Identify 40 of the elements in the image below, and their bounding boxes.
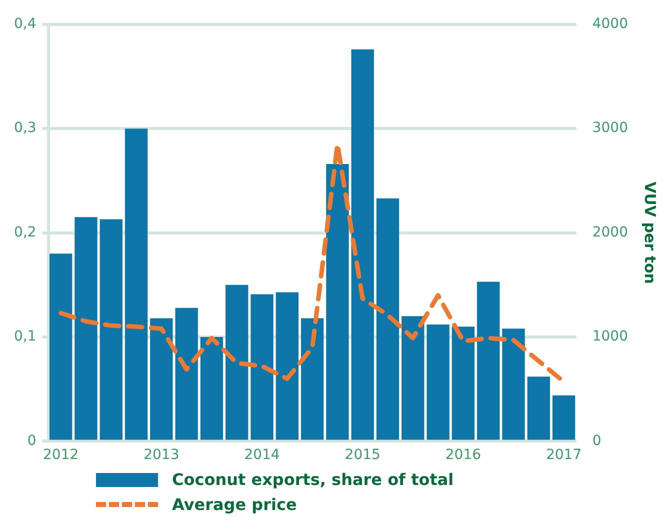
y-tick-label: 0,4 <box>14 16 36 32</box>
bar <box>200 337 224 440</box>
x-tick-label: 2017 <box>546 447 582 464</box>
y-tick-label: 0 <box>27 432 36 449</box>
bar <box>552 395 576 440</box>
bar <box>74 217 98 440</box>
y2-axis-title: VUV per ton <box>641 182 660 284</box>
bar <box>124 128 148 440</box>
bar <box>477 282 500 440</box>
bar <box>100 219 122 440</box>
x-tick-label: 2014 <box>244 447 280 464</box>
bar <box>175 308 198 440</box>
bar <box>150 318 173 440</box>
y-tick-label: 0,1 <box>14 328 36 345</box>
y2-tick-label: 3000 <box>592 120 628 136</box>
legend-label: Coconut exports, share of total <box>172 470 454 489</box>
bar <box>351 49 374 440</box>
legend-label: Average price <box>172 495 297 514</box>
bar <box>402 316 424 440</box>
bar <box>276 292 299 440</box>
y2-tick-label: 0 <box>592 432 602 449</box>
y2-tick-label: 4000 <box>592 16 628 32</box>
bar <box>376 198 400 440</box>
bar <box>326 164 349 440</box>
bar <box>226 284 248 440</box>
bar <box>49 254 72 440</box>
bar <box>300 318 324 440</box>
x-tick-label: 2016 <box>445 447 482 464</box>
x-tick-label: 2015 <box>344 447 380 464</box>
bar <box>426 324 450 440</box>
y2-tick-label: 1000 <box>592 328 628 345</box>
bar <box>527 376 550 440</box>
x-tick-label: 2012 <box>43 447 79 464</box>
y2-tick-label: 2000 <box>592 224 628 240</box>
y-tick-label: 0,3 <box>14 120 36 136</box>
y-tick-label: 0,2 <box>14 224 36 240</box>
x-tick-label: 2013 <box>144 447 180 464</box>
bar <box>502 328 525 440</box>
bar <box>452 326 475 440</box>
bar <box>250 294 274 440</box>
